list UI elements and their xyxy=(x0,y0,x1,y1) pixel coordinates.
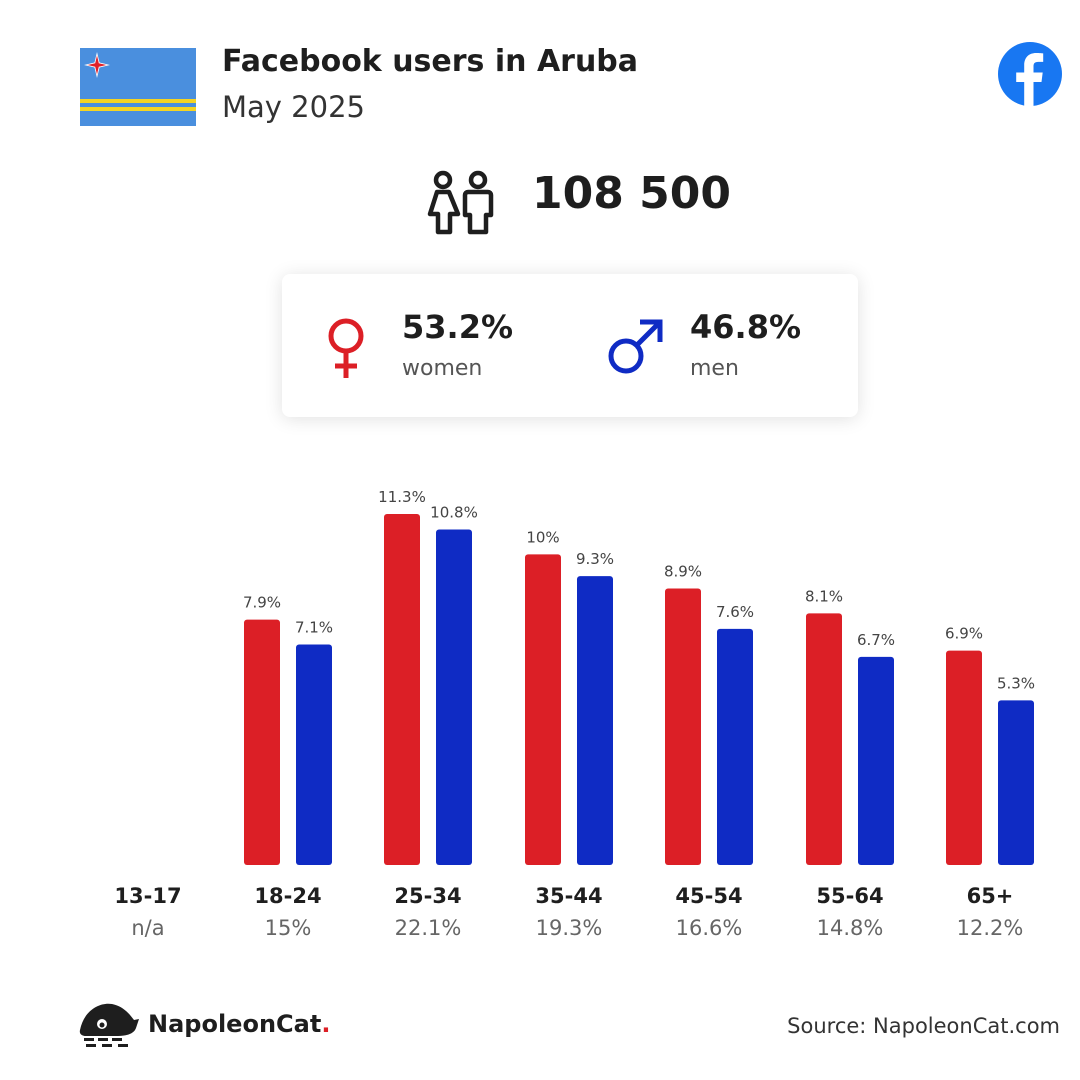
bar-women-35-44 xyxy=(525,554,561,865)
brand-dot: . xyxy=(321,1010,331,1038)
bar-label-men-18-24: 7.1% xyxy=(295,618,333,636)
aruba-flag-icon xyxy=(80,48,196,126)
bar-women-55-64 xyxy=(806,613,842,865)
age-group-18-24: 18-24 15% xyxy=(218,884,358,940)
age-group-share: 22.1% xyxy=(394,916,462,940)
age-group-name: 13-17 xyxy=(114,884,182,908)
facebook-logo-icon xyxy=(998,42,1062,106)
age-group-55-64: 55-64 14.8% xyxy=(780,884,920,940)
bar-label-women-25-34: 11.3% xyxy=(378,488,426,506)
bar-label-men-45-54: 7.6% xyxy=(716,603,754,621)
bar-label-men-55-64: 6.7% xyxy=(857,631,895,649)
bar-men-18-24 xyxy=(296,644,332,865)
age-group-35-44: 35-44 19.3% xyxy=(499,884,639,940)
bar-label-women-55-64: 8.1% xyxy=(805,587,843,605)
bar-label-women-35-44: 10% xyxy=(526,528,559,546)
bar-men-25-34 xyxy=(436,529,472,865)
age-group-share: n/a xyxy=(131,916,165,940)
age-group-name: 45-54 xyxy=(675,884,743,908)
age-gender-bar-chart: 7.9% 7.1% 11.3%10.8% 10% 9.3% 8.9% 7.6% 8.1% 6.7… xyxy=(243,488,1035,865)
age-group-name: 18-24 xyxy=(254,884,322,908)
napoleoncat-wordmark: NapoleonCat. xyxy=(148,1010,330,1038)
bar-label-women-65+: 6.9% xyxy=(945,625,983,643)
page-title: Facebook users in Aruba xyxy=(222,44,639,79)
bar-women-25-34 xyxy=(384,514,420,865)
men-label: men xyxy=(690,356,739,381)
age-group-name: 55-64 xyxy=(816,884,884,908)
bar-label-men-25-34: 10.8% xyxy=(430,504,478,522)
age-group-share: 12.2% xyxy=(956,916,1024,940)
age-group-share: 19.3% xyxy=(535,916,603,940)
age-group-name: 25-34 xyxy=(394,884,462,908)
total-users-value: 108 500 xyxy=(532,168,732,219)
gender-split-card: 53.2% women 46.8% men xyxy=(282,274,858,417)
age-group-name: 65+ xyxy=(966,884,1014,908)
male-symbol-icon xyxy=(608,319,663,374)
female-symbol-icon xyxy=(328,318,364,378)
bar-label-women-18-24: 7.9% xyxy=(243,594,281,612)
bar-women-65+ xyxy=(946,650,982,865)
page-subtitle: May 2025 xyxy=(222,90,365,124)
napoleoncat-logo-icon xyxy=(79,1003,139,1047)
age-group-65+: 65+ 12.2% xyxy=(920,884,1060,940)
bar-women-18-24 xyxy=(244,619,280,865)
bar-men-45-54 xyxy=(717,628,753,865)
source-credit: Source: NapoleonCat.com xyxy=(787,1014,1060,1038)
bar-men-65+ xyxy=(998,700,1034,865)
age-group-25-34: 25-34 22.1% xyxy=(358,884,498,940)
men-percentage: 46.8% xyxy=(690,308,802,346)
bar-men-55-64 xyxy=(858,656,894,865)
bar-label-women-45-54: 8.9% xyxy=(664,563,702,581)
brand-name: NapoleonCat xyxy=(148,1010,322,1038)
age-group-share: 16.6% xyxy=(675,916,743,940)
bar-label-men-35-44: 9.3% xyxy=(576,550,614,568)
age-group-share: 14.8% xyxy=(816,916,884,940)
bar-women-45-54 xyxy=(665,588,701,865)
women-label: women xyxy=(402,356,483,381)
women-percentage: 53.2% xyxy=(402,308,514,346)
age-group-share: 15% xyxy=(264,916,312,940)
age-group-45-54: 45-54 16.6% xyxy=(639,884,779,940)
people-icon xyxy=(427,170,494,235)
bar-label-men-65+: 5.3% xyxy=(997,674,1035,692)
bar-men-35-44 xyxy=(577,576,613,865)
age-group-name: 35-44 xyxy=(535,884,603,908)
age-group-13-17: 13-17 n/a xyxy=(78,884,218,940)
